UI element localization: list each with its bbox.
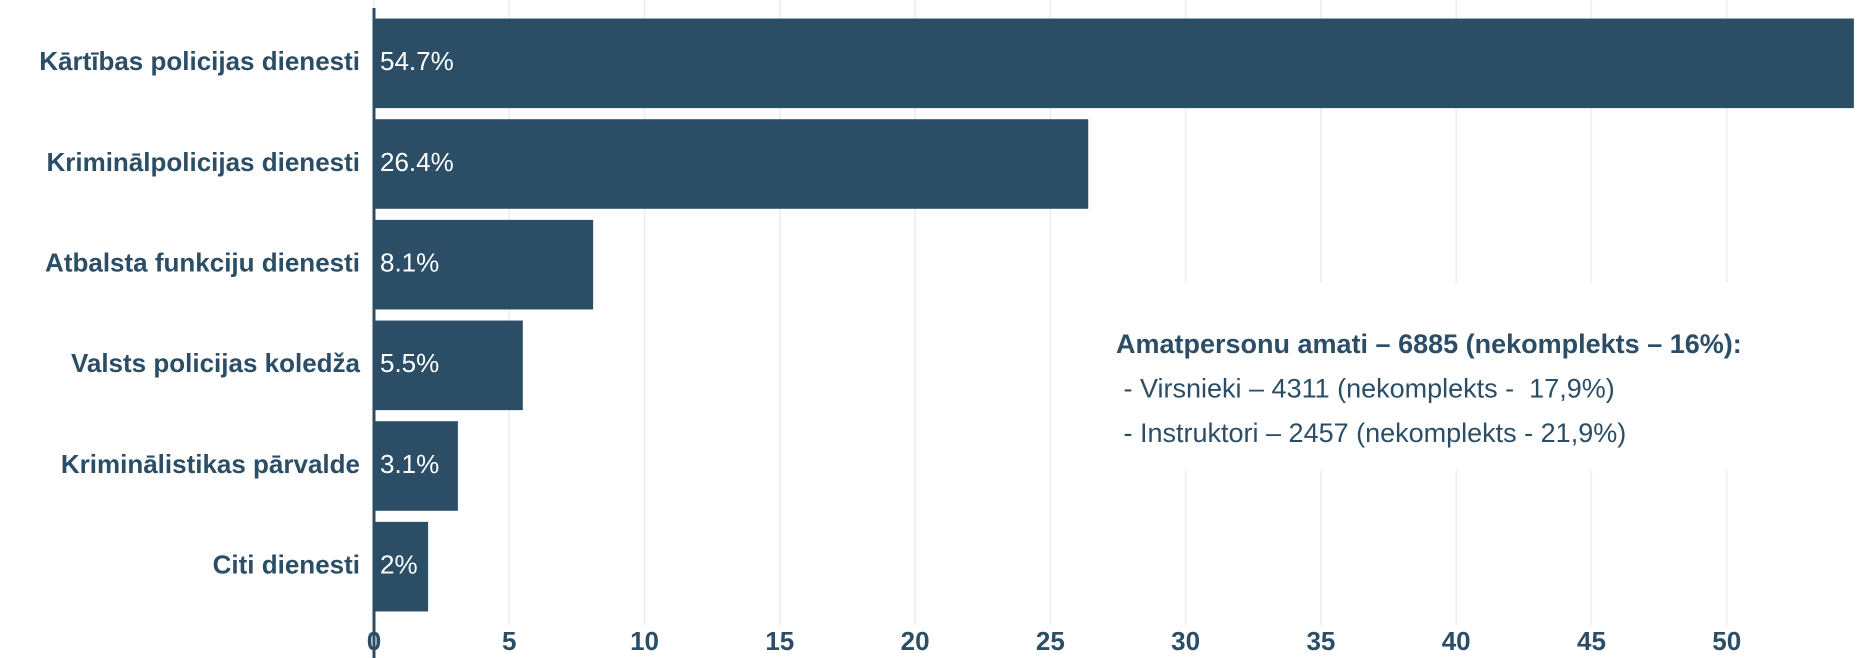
bar — [374, 521, 429, 612]
x-tick-label: 25 — [1036, 626, 1065, 656]
value-label: 26.4% — [380, 147, 454, 177]
bar — [374, 320, 523, 411]
x-tick-label: 45 — [1577, 626, 1606, 656]
y-tick-label: Atbalsta funkciju dienesti — [45, 248, 360, 278]
value-label: 3.1% — [380, 449, 439, 479]
x-tick-label: 10 — [630, 626, 659, 656]
annotation: - Virsnieki – 4311 (nekomplekts - 17,9%) — [1116, 374, 1615, 404]
x-tick-label: 35 — [1306, 626, 1335, 656]
value-label: 54.7% — [380, 46, 454, 76]
y-tick-label: Citi dienesti — [213, 550, 360, 580]
value-label: 5.5% — [380, 348, 439, 378]
annotation-bg — [1104, 283, 1804, 471]
y-tick-label: Kārtības policijas dienesti — [39, 46, 360, 76]
x-tick-label: 20 — [901, 626, 930, 656]
x-tick-label: 30 — [1171, 626, 1200, 656]
x-tick-label: 40 — [1442, 626, 1471, 656]
bar — [374, 219, 594, 310]
value-label: 2% — [380, 550, 418, 580]
value-label: 8.1% — [380, 248, 439, 278]
bar — [374, 18, 1854, 109]
x-tick-label: 50 — [1712, 626, 1741, 656]
bar — [374, 119, 1089, 209]
y-tick-label: Kriminālistikas pārvalde — [61, 449, 360, 479]
annotation: Amatpersonu amati – 6885 (nekomplekts – … — [1116, 329, 1742, 359]
y-tick-label: Kriminālpolicijas dienesti — [46, 147, 360, 177]
y-tick-label: Valsts policijas koledža — [71, 348, 361, 378]
x-tick-label: 5 — [502, 626, 516, 656]
x-tick-label: 15 — [765, 626, 794, 656]
bar — [374, 421, 458, 511]
annotation: - Instruktori – 2457 (nekomplekts - 21,9… — [1116, 418, 1626, 448]
